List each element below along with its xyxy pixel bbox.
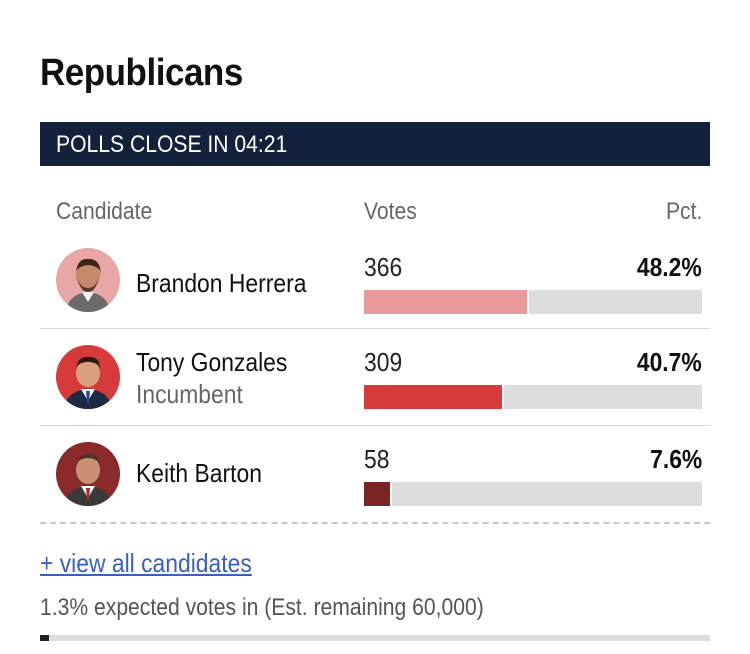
polls-close-countdown: POLLS CLOSE IN 04:21 (56, 131, 288, 158)
candidate-photo-icon (56, 345, 120, 409)
expected-votes-fill (40, 635, 49, 641)
expected-votes-progress (40, 635, 710, 641)
vote-share-fill (364, 482, 392, 506)
party-title: Republicans (40, 52, 243, 94)
header-candidate: Candidate (56, 198, 153, 225)
view-all-candidates-link[interactable]: + view all candidates (40, 548, 252, 578)
candidate-name: Tony Gonzales (136, 347, 288, 377)
vote-count: 58 (364, 444, 390, 474)
vote-count: 366 (364, 252, 403, 282)
candidate-name: Brandon Herrera (136, 268, 307, 298)
vote-share-bar (364, 290, 702, 314)
vote-share-fill (364, 290, 529, 314)
incumbent-label: Incumbent (136, 379, 243, 409)
candidate-row: Tony Gonzales Incumbent 309 40.7% (40, 329, 710, 426)
candidate-name: Keith Barton (136, 458, 262, 488)
candidate-photo-icon (56, 442, 120, 506)
vote-percentage: 40.7% (637, 347, 702, 377)
vote-share-fill (364, 385, 504, 409)
candidate-row: Brandon Herrera 366 48.2% (40, 236, 710, 329)
vote-share-bar (364, 385, 702, 409)
polls-status-banner: POLLS CLOSE IN 04:21 (40, 122, 710, 166)
candidate-photo-icon (56, 248, 120, 312)
vote-count: 309 (364, 347, 403, 377)
header-votes: Votes (364, 198, 417, 225)
expected-votes-text: 1.3% expected votes in (Est. remaining 6… (40, 594, 484, 621)
candidate-row: Keith Barton 58 7.6% (40, 426, 710, 524)
vote-share-bar (364, 482, 702, 506)
header-pct: Pct. (665, 198, 702, 225)
vote-percentage: 7.6% (649, 444, 702, 474)
vote-percentage: 48.2% (637, 252, 702, 282)
